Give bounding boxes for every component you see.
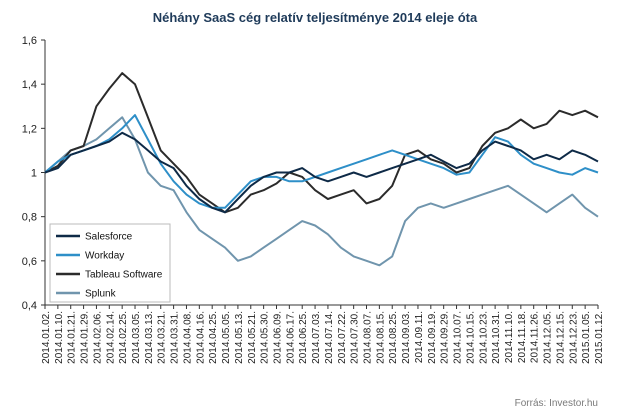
y-tick-label: 0,8 bbox=[22, 212, 37, 224]
x-tick-label: 2014.03.31. bbox=[170, 311, 181, 364]
x-tick-label: 2014.10.07. bbox=[453, 311, 464, 364]
x-tick-label: 2014.09.11. bbox=[414, 311, 425, 363]
legend-label: Workday bbox=[85, 251, 124, 262]
x-tick-label: 2014.12.15. bbox=[555, 311, 566, 364]
series-line-workday bbox=[44, 114, 599, 209]
y-tick-label: 1,2 bbox=[22, 123, 37, 135]
x-tick-label: 2014.12.23. bbox=[568, 311, 579, 364]
x-tick-label: 2014.05.05. bbox=[221, 311, 232, 364]
x-tick-label: 2014.09.29. bbox=[440, 311, 451, 364]
x-tick-label: 2014.12.05. bbox=[543, 311, 554, 364]
x-axis-ticks: 2014.01.02. 2014.01.10. 2014.01.21. 2014.01… bbox=[41, 305, 605, 364]
series-lines bbox=[44, 72, 599, 267]
legend: Salesforce Workday Tableau Software Splunk bbox=[49, 223, 171, 303]
x-tick-label: 2014.06.17. bbox=[285, 311, 296, 364]
x-tick-label: 2014.02.14. bbox=[105, 311, 116, 364]
x-tick-label: 2014.05.21. bbox=[247, 311, 258, 364]
x-tick-label: 2014.05.13. bbox=[234, 311, 245, 364]
x-tick-label: 2014.07.22. bbox=[337, 311, 348, 364]
source-note: Forrás: Investor.hu bbox=[515, 398, 598, 409]
series-line-salesforce bbox=[44, 131, 599, 214]
x-tick-label: 2014.06.25. bbox=[298, 311, 309, 364]
x-tick-label: 2014.11.10. bbox=[504, 311, 515, 363]
x-tick-label: 2014.01.02. bbox=[41, 311, 52, 364]
series-line-splunk bbox=[44, 116, 599, 267]
x-tick-label: 2014.07.30. bbox=[350, 311, 361, 364]
x-tick-label: 2014.01.29. bbox=[80, 311, 91, 364]
x-tick-label: 2014.02.25. bbox=[118, 311, 129, 364]
x-tick-label: 2014.05.30. bbox=[260, 311, 271, 364]
x-tick-label: 2015.01.05. bbox=[581, 311, 592, 364]
x-tick-label: 2014.08.15. bbox=[375, 311, 386, 364]
y-tick-label: 1,4 bbox=[22, 79, 37, 91]
x-tick-label: 2014.11.26. bbox=[530, 311, 541, 363]
y-tick-label: 1 bbox=[31, 168, 37, 180]
legend-label: Salesforce bbox=[85, 232, 133, 243]
x-tick-label: 2014.06.09. bbox=[272, 311, 283, 364]
x-tick-label: 2014.09.19. bbox=[427, 311, 438, 364]
x-tick-label: 2014.08.07. bbox=[363, 311, 374, 364]
x-tick-label: 2014.03.21. bbox=[157, 311, 168, 364]
x-tick-label: 2014.10.31. bbox=[491, 311, 502, 364]
x-tick-label: 2014.04.25. bbox=[208, 311, 219, 364]
y-tick-label: 0,4 bbox=[22, 300, 37, 312]
legend-label: Splunk bbox=[85, 289, 117, 300]
x-tick-label: 2015.01.12. bbox=[594, 311, 605, 364]
y-axis-ticks: 0,4 0,6 0,8 1 1,2 1,4 1,6 bbox=[22, 35, 45, 312]
x-tick-label: 2014.10.23. bbox=[478, 311, 489, 364]
x-tick-label: 2014.03.05. bbox=[131, 311, 142, 364]
x-tick-label: 2014.01.10. bbox=[54, 311, 65, 364]
x-tick-label: 2014.11.18. bbox=[517, 311, 528, 363]
x-tick-label: 2014.01.21. bbox=[67, 311, 78, 364]
chart-title: Néhány SaaS cég relatív teljesítménye 20… bbox=[153, 10, 478, 25]
x-tick-label: 2014.03.13. bbox=[144, 311, 155, 364]
x-tick-label: 2014.10.15. bbox=[465, 311, 476, 364]
x-tick-label: 2014.07.14. bbox=[324, 311, 335, 364]
x-tick-label: 2014.04.08. bbox=[182, 311, 193, 364]
x-tick-label: 2014.08.25. bbox=[388, 311, 399, 364]
x-tick-label: 2014.02.06. bbox=[92, 311, 103, 364]
y-tick-label: 0,6 bbox=[22, 256, 37, 268]
series-line-tableau-software bbox=[44, 72, 599, 214]
x-tick-label: 2014.09.03. bbox=[401, 311, 412, 364]
x-tick-label: 2014.04.16. bbox=[195, 311, 206, 364]
x-tick-label: 2014.07.03. bbox=[311, 311, 322, 364]
y-tick-label: 1,6 bbox=[22, 35, 37, 47]
legend-label: Tableau Software bbox=[85, 270, 163, 281]
